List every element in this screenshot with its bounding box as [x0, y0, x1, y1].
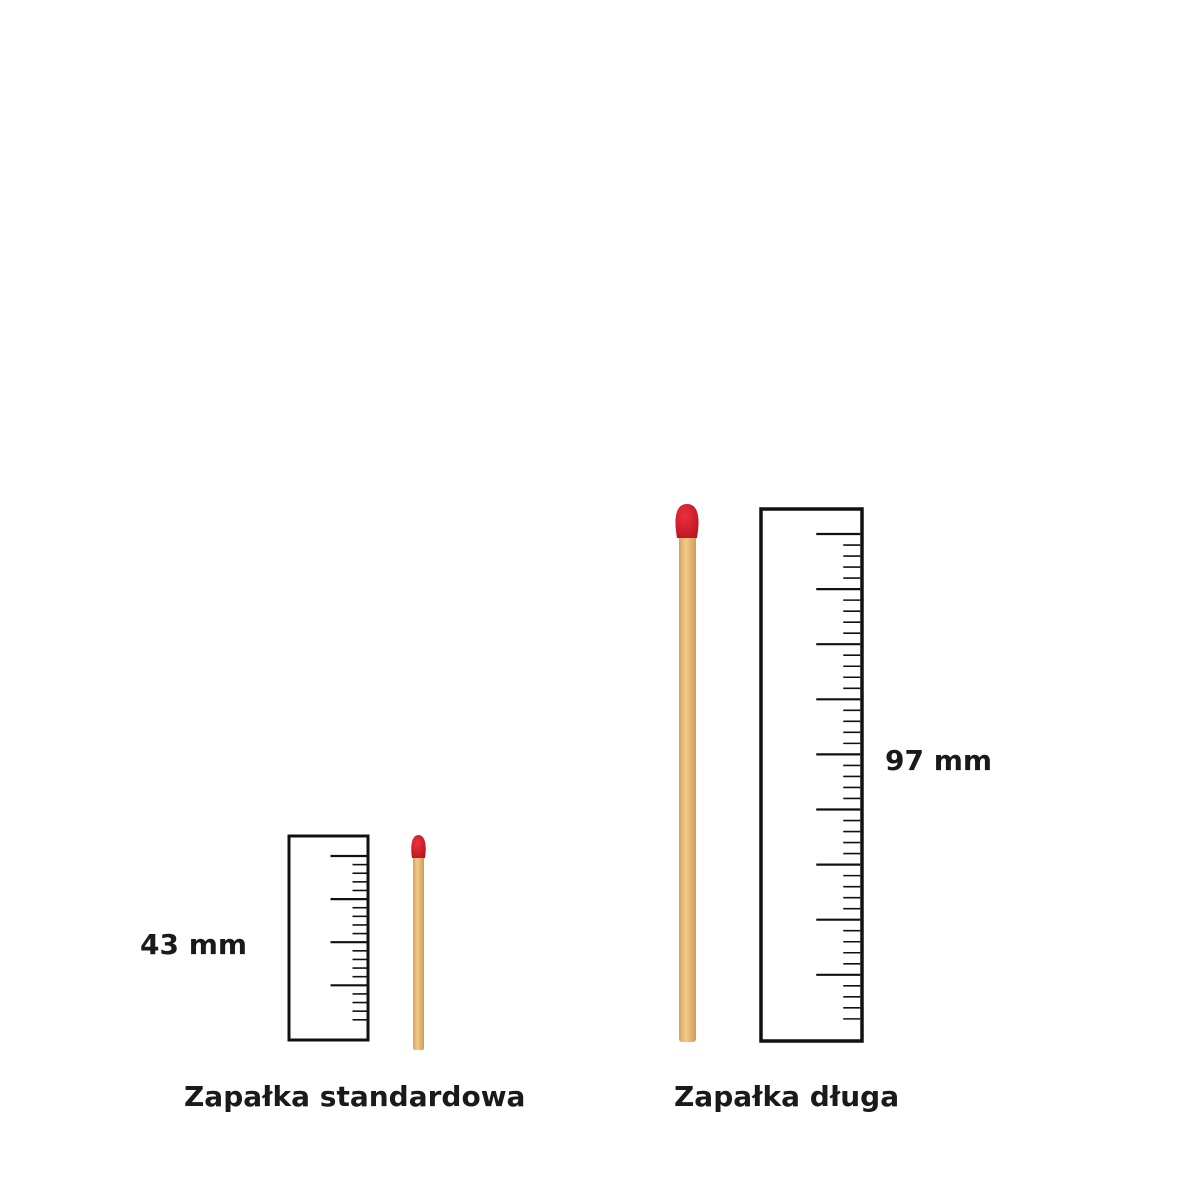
match-head [675, 504, 699, 538]
ruler-standard [287, 834, 370, 1042]
match-long [675, 504, 699, 1042]
match-standard [411, 835, 426, 1050]
length-label-long: 97 mm [885, 744, 993, 777]
ruler-frame [759, 507, 864, 1043]
length-label-standard: 43 mm [140, 928, 248, 961]
match-stick [679, 530, 696, 1042]
ruler-long [759, 507, 864, 1043]
ruler-frame [287, 834, 370, 1042]
match-head [411, 835, 426, 858]
caption-long: Zapałka długa [674, 1080, 900, 1113]
caption-standard: Zapałka standardowa [184, 1080, 526, 1113]
match-stick [413, 852, 424, 1050]
